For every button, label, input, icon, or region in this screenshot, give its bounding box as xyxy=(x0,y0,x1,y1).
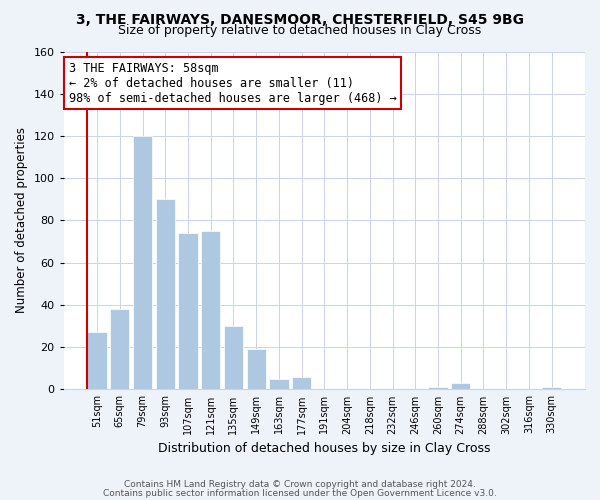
Y-axis label: Number of detached properties: Number of detached properties xyxy=(15,128,28,314)
Bar xyxy=(201,231,220,390)
Bar xyxy=(178,233,197,390)
Bar xyxy=(247,350,266,390)
Bar xyxy=(451,383,470,390)
Bar xyxy=(542,388,562,390)
Bar xyxy=(133,136,152,390)
Bar xyxy=(88,332,107,390)
Bar xyxy=(428,388,448,390)
Text: Contains public sector information licensed under the Open Government Licence v3: Contains public sector information licen… xyxy=(103,489,497,498)
Text: 3 THE FAIRWAYS: 58sqm
← 2% of detached houses are smaller (11)
98% of semi-detac: 3 THE FAIRWAYS: 58sqm ← 2% of detached h… xyxy=(69,62,397,104)
Text: 3, THE FAIRWAYS, DANESMOOR, CHESTERFIELD, S45 9BG: 3, THE FAIRWAYS, DANESMOOR, CHESTERFIELD… xyxy=(76,12,524,26)
Bar xyxy=(155,200,175,390)
Bar xyxy=(269,379,289,390)
Bar xyxy=(292,377,311,390)
Text: Size of property relative to detached houses in Clay Cross: Size of property relative to detached ho… xyxy=(118,24,482,37)
X-axis label: Distribution of detached houses by size in Clay Cross: Distribution of detached houses by size … xyxy=(158,442,491,455)
Bar xyxy=(110,309,130,390)
Bar xyxy=(224,326,243,390)
Text: Contains HM Land Registry data © Crown copyright and database right 2024.: Contains HM Land Registry data © Crown c… xyxy=(124,480,476,489)
